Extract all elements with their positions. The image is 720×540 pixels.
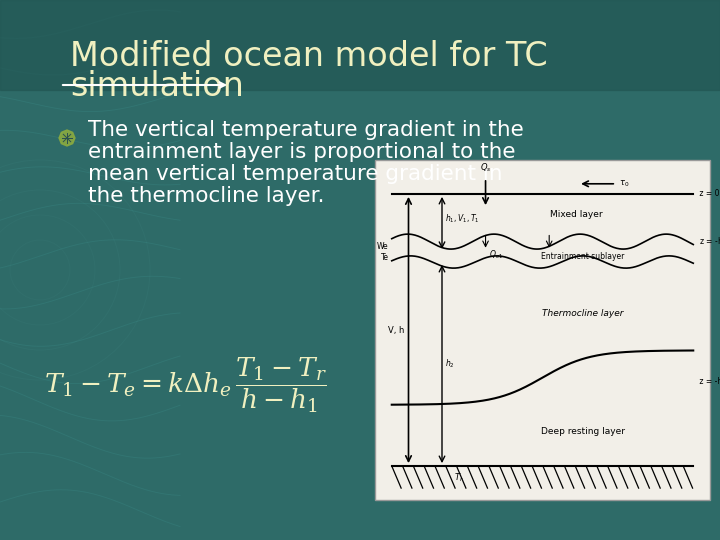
Polygon shape <box>59 130 75 146</box>
Text: simulation: simulation <box>70 70 244 103</box>
Text: We
Te: We Te <box>377 242 389 261</box>
Bar <box>0 0 720 90</box>
Text: $h_2$: $h_2$ <box>445 357 455 370</box>
Text: $Q_s$: $Q_s$ <box>480 161 491 174</box>
Text: V, h: V, h <box>388 326 405 334</box>
Text: Thermocline layer: Thermocline layer <box>542 308 624 318</box>
Text: Modified ocean model for TC: Modified ocean model for TC <box>70 40 548 73</box>
Text: $\tau_0$: $\tau_0$ <box>619 179 629 189</box>
Text: z = -h$_1$: z = -h$_1$ <box>696 235 720 248</box>
Text: Deep resting layer: Deep resting layer <box>541 428 625 436</box>
Text: $h_1, V_1, T_1$: $h_1, V_1, T_1$ <box>445 213 480 225</box>
Text: Mixed layer: Mixed layer <box>549 210 603 219</box>
Text: the thermocline layer.: the thermocline layer. <box>88 186 325 206</box>
Bar <box>375 160 710 500</box>
Text: Entrainment sublayer: Entrainment sublayer <box>541 252 624 261</box>
Text: z = 0: z = 0 <box>696 190 719 199</box>
Text: $T_1 - T_e = k\Delta h_e\,\dfrac{T_1 - T_r}{h - h_1}$: $T_1 - T_e = k\Delta h_e\,\dfrac{T_1 - T… <box>44 355 326 415</box>
Text: $Q_{e1}$: $Q_{e1}$ <box>488 249 503 261</box>
Text: z = -h: z = -h <box>696 376 720 386</box>
Text: $T_r$: $T_r$ <box>454 471 464 484</box>
Text: mean vertical temperature gradient in: mean vertical temperature gradient in <box>88 164 503 184</box>
Text: entrainment layer is proportional to the: entrainment layer is proportional to the <box>88 142 516 162</box>
Text: The vertical temperature gradient in the: The vertical temperature gradient in the <box>88 120 523 140</box>
